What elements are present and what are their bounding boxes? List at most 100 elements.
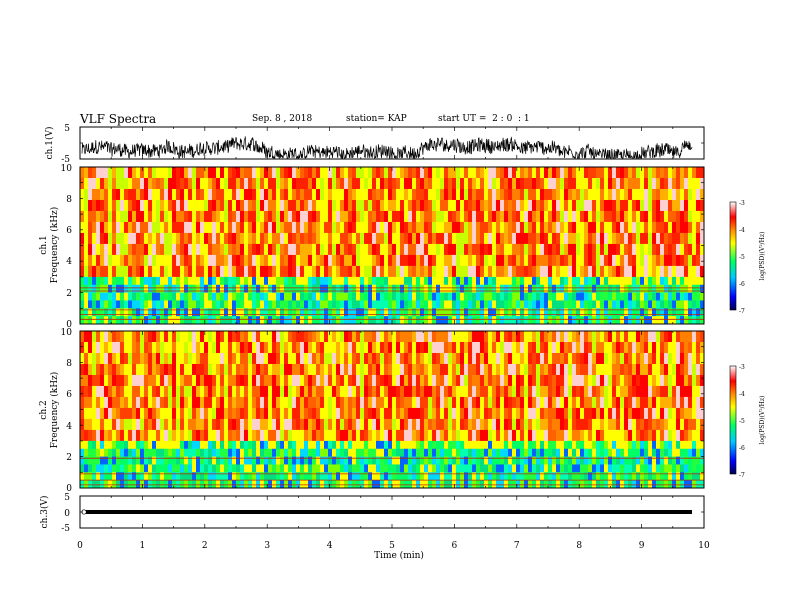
spectrogram-cell xyxy=(444,316,449,325)
spectrogram-cell xyxy=(404,254,409,267)
spectrogram-cell xyxy=(412,352,417,365)
spectrogram-cell xyxy=(692,221,697,234)
spectrogram-cell xyxy=(240,284,245,293)
spectrogram-cell xyxy=(588,440,593,450)
spectrogram-cell xyxy=(144,221,149,234)
spectrogram-cell xyxy=(384,265,389,278)
spectrogram-cell xyxy=(532,177,537,190)
spectrogram-cell xyxy=(600,374,605,387)
spectrogram-cell xyxy=(656,265,661,278)
spectrogram-cell xyxy=(416,316,421,325)
spectrogram-cell xyxy=(316,243,321,256)
spectrogram-cell xyxy=(588,385,593,398)
spectrogram-cell xyxy=(420,232,425,245)
spectrogram-cell xyxy=(492,199,497,212)
spectrogram-cell xyxy=(400,284,405,293)
spectrogram-cell xyxy=(204,385,209,398)
spectrogram-cell xyxy=(236,396,241,409)
spectrogram-cell xyxy=(152,199,157,212)
spectrogram-cell xyxy=(104,210,109,223)
spectrogram-cell xyxy=(296,265,301,278)
spectrogram-cell xyxy=(188,374,193,387)
spectrogram-cell xyxy=(480,243,485,256)
spectrogram-cell xyxy=(632,352,637,365)
spectrogram-cell xyxy=(180,221,185,234)
spectrogram-cell xyxy=(652,456,657,465)
spectrogram-cell xyxy=(648,221,653,234)
spectrogram-cell xyxy=(588,284,593,293)
spectrogram-cell xyxy=(144,396,149,409)
spectrogram-cell xyxy=(648,243,653,256)
spectrogram-cell xyxy=(272,418,277,431)
spectrogram-cell xyxy=(212,448,217,457)
spectrogram-cell xyxy=(132,316,137,325)
spectrogram-cell xyxy=(192,177,197,190)
spectrogram-cell xyxy=(92,188,97,201)
spectrogram-cell xyxy=(232,284,237,293)
spectrogram-cell xyxy=(152,276,157,286)
spectrogram-cell xyxy=(176,385,181,398)
spectrogram-cell xyxy=(200,385,205,398)
spectrogram-cell xyxy=(240,292,245,301)
spectrogram-cell xyxy=(664,177,669,190)
spectrogram-cell xyxy=(424,396,429,409)
spectrogram-cell xyxy=(580,456,585,465)
spectrogram-cell xyxy=(676,308,681,317)
spectrogram-cell xyxy=(488,464,493,473)
spectrogram-cell xyxy=(616,292,621,301)
spectrogram-cell xyxy=(556,331,561,343)
spectrogram-cell xyxy=(532,363,537,376)
spectrogram-cell xyxy=(348,429,353,442)
spectrogram-cell xyxy=(180,352,185,365)
spectrogram-cell xyxy=(608,331,613,343)
spectrogram-cell xyxy=(156,199,161,212)
spectrogram-cell xyxy=(532,418,537,431)
spectrogram-cell xyxy=(664,418,669,431)
spectrogram-cell xyxy=(116,265,121,278)
spectrogram-cell xyxy=(356,456,361,465)
spectrogram-cell xyxy=(412,440,417,450)
spectrogram-cell xyxy=(592,300,597,309)
spectrogram-cell xyxy=(428,265,433,278)
spectrogram-cell xyxy=(192,331,197,343)
spectrogram-cell xyxy=(284,341,289,354)
spectrogram-cell xyxy=(128,243,133,256)
spectrogram-cell xyxy=(164,254,169,267)
spectrogram-cell xyxy=(612,232,617,245)
spectrogram-cell xyxy=(404,300,409,309)
spectrogram-cell xyxy=(312,177,317,190)
spectrogram-cell xyxy=(404,385,409,398)
spectrogram-cell xyxy=(112,254,117,267)
spectrogram-cell xyxy=(224,429,229,442)
spectrogram-cell xyxy=(248,243,253,256)
spectrogram-cell xyxy=(540,396,545,409)
spectrogram-cell xyxy=(100,284,105,293)
spectrogram-cell xyxy=(84,300,89,309)
spectrogram-cell xyxy=(548,284,553,293)
spectrogram-cell xyxy=(176,464,181,473)
spectrogram-cell xyxy=(100,440,105,450)
spectrogram-cell xyxy=(112,199,117,212)
spectrogram-cell xyxy=(644,472,649,481)
spectrogram-cell xyxy=(404,188,409,201)
spectrogram-cell xyxy=(232,472,237,481)
spectrogram-cell xyxy=(228,292,233,301)
spectrogram-cell xyxy=(644,352,649,365)
spectrogram-cell xyxy=(564,188,569,201)
spectrogram-cell xyxy=(176,480,181,489)
spectrogram-cell xyxy=(492,284,497,293)
spectrogram-cell xyxy=(336,440,341,450)
spectrogram-cell xyxy=(404,472,409,481)
spectrogram-cell xyxy=(440,243,445,256)
spectrogram-cell xyxy=(220,341,225,354)
spectrogram-cell xyxy=(120,464,125,473)
spectrogram-cell xyxy=(700,199,705,212)
spectrogram-cell xyxy=(228,448,233,457)
spectrogram-cell xyxy=(416,243,421,256)
spectrogram-cell xyxy=(668,188,673,201)
spectrogram-cell xyxy=(448,331,453,343)
spectrogram-cell xyxy=(516,363,521,376)
spectrogram-cell xyxy=(424,448,429,457)
spectrogram-cell xyxy=(228,385,233,398)
spectrogram-cell xyxy=(420,472,425,481)
